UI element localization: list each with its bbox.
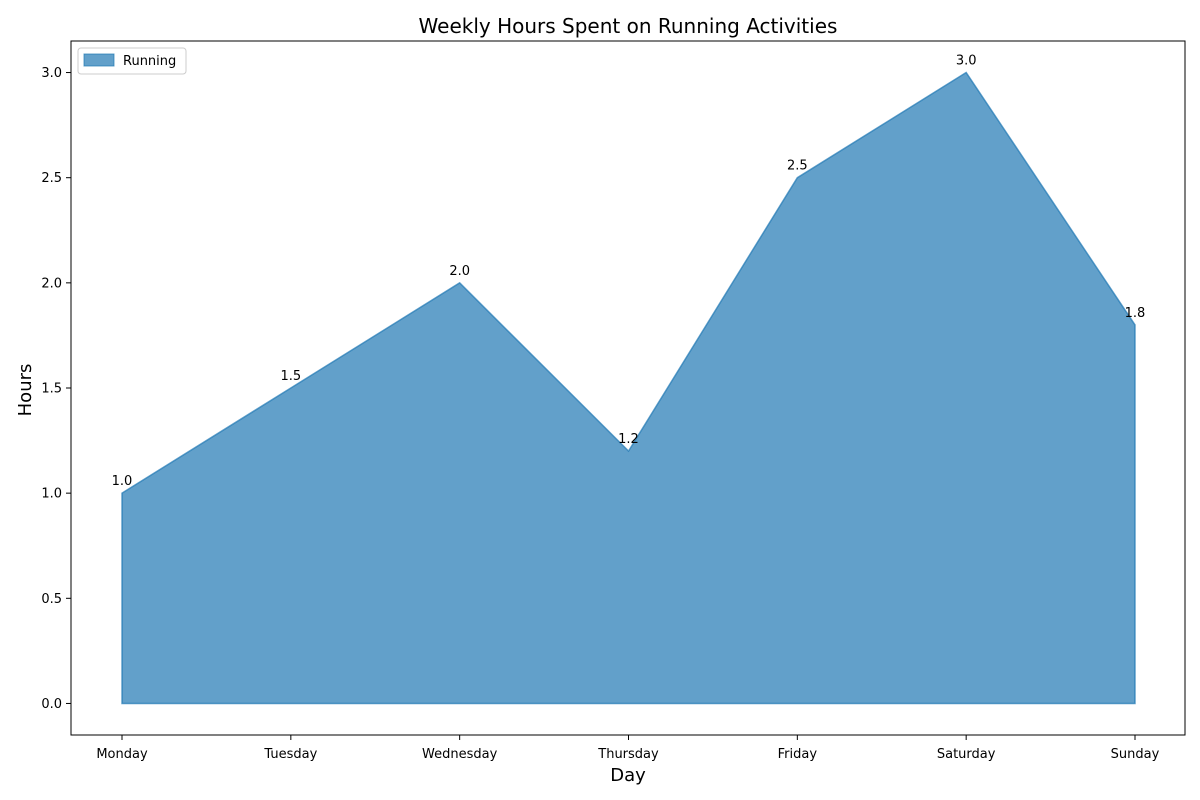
- x-axis: Monday Tuesday Wednesday Thursday Friday Satu…: [96, 735, 1160, 762]
- y-axis-label: Hours: [15, 364, 36, 417]
- data-label-sunday: 1.8: [1125, 306, 1146, 321]
- y-tick-label: 0.5: [41, 592, 62, 607]
- x-tick-label-saturday: Saturday: [937, 747, 996, 762]
- legend-swatch-running: [83, 53, 115, 67]
- chart-title: Weekly Hours Spent on Running Activities: [419, 14, 838, 38]
- x-tick-label-wednesday: Wednesday: [422, 747, 498, 762]
- y-tick-label: 3.0: [41, 66, 62, 81]
- y-tick-label: 1.0: [41, 487, 62, 502]
- area-series-running: [121, 71, 1136, 705]
- y-tick-label: 0.0: [41, 697, 62, 712]
- data-label-saturday: 3.0: [956, 54, 977, 69]
- x-tick-label-monday: Monday: [96, 747, 148, 762]
- data-label-monday: 1.0: [112, 474, 133, 489]
- y-axis: 0.0 0.5 1.0 1.5 2.0 2.5 3.0: [41, 66, 71, 712]
- legend: Running: [77, 47, 187, 75]
- x-axis-label: Day: [610, 765, 646, 786]
- y-tick-label: 1.5: [41, 382, 62, 397]
- y-tick-label: 2.0: [41, 276, 62, 291]
- data-label-friday: 2.5: [787, 159, 808, 174]
- data-label-thursday: 1.2: [618, 432, 639, 447]
- x-tick-label-sunday: Sunday: [1111, 747, 1160, 762]
- x-tick-label-thursday: Thursday: [597, 747, 659, 762]
- x-tick-label-friday: Friday: [778, 747, 818, 762]
- data-label-tuesday: 1.5: [280, 369, 301, 384]
- legend-label-running: Running: [123, 54, 176, 69]
- x-tick-label-tuesday: Tuesday: [263, 747, 317, 762]
- plot-area: 1.0 1.5 2.0 1.2 2.5 3.0 1.8: [112, 54, 1146, 705]
- data-label-wednesday: 2.0: [449, 264, 470, 279]
- y-tick-label: 2.5: [41, 171, 62, 186]
